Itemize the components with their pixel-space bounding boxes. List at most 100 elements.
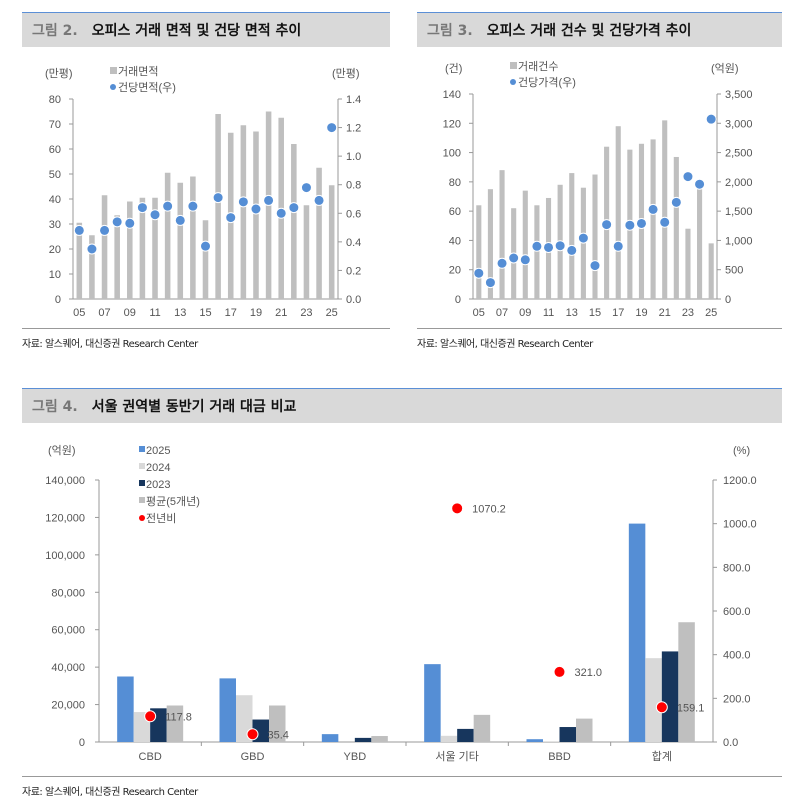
fig3-y2-tick-label: 2,500 xyxy=(725,148,753,160)
fig3-y-tick-label: 80 xyxy=(449,177,461,189)
fig4-right-unit: (%) xyxy=(733,445,750,457)
fig4-bar-2025 xyxy=(321,734,339,742)
fig3-x-tick-label: 09 xyxy=(519,307,531,319)
fig4-x-tick-label: CBD xyxy=(139,751,162,763)
fig4-legend-label: 2023 xyxy=(146,479,170,491)
fig3-source: 자료: 알스퀘어, 대신증권 Research Center xyxy=(417,328,782,350)
fig4-yoy-dot xyxy=(246,728,259,741)
fig4-x-tick-label: BBD xyxy=(548,751,571,763)
fig3-legend-dot: 건당가격(우) xyxy=(518,76,576,89)
fig4-y-tick-label: 140,000 xyxy=(45,475,85,487)
fig2-dot xyxy=(212,192,224,204)
fig2-header: 그림 2. 오피스 거래 면적 및 건당 면적 추이 xyxy=(22,12,390,47)
fig2-dot xyxy=(174,214,186,226)
fig4-source: 자료: 알스퀘어, 대신증권 Research Center xyxy=(22,776,782,798)
fig4-y-tick-label: 60,000 xyxy=(51,625,85,637)
fig2-dot xyxy=(86,243,98,255)
fig3-y-tick-label: 0 xyxy=(455,294,461,306)
fig2-y2-tick-label: 1.2 xyxy=(346,123,361,135)
fig2-dot xyxy=(326,122,338,134)
fig2-dot xyxy=(263,194,275,206)
fig2-x-tick-label: 11 xyxy=(149,307,160,319)
fig2-legend-bar-swatch xyxy=(110,67,117,74)
fig3-dot xyxy=(635,217,647,229)
fig2-bar xyxy=(152,197,158,299)
fig3-y-tick-label: 100 xyxy=(443,148,461,160)
fig4-y2-tick-label: 800.0 xyxy=(723,562,751,574)
fig3-x-tick-label: 11 xyxy=(543,307,554,319)
fig3-legend-bar: 거래건수 xyxy=(518,60,558,73)
fig3-dot xyxy=(601,219,613,231)
fig3-bar xyxy=(697,187,703,299)
fig2-bar xyxy=(164,172,171,299)
fig4-y-tick-label: 0 xyxy=(79,737,85,749)
fig2-legend-bar: 거래면적 xyxy=(118,65,158,78)
fig3-y2-tick-label: 3,000 xyxy=(725,118,753,130)
fig2-bar xyxy=(190,176,196,299)
fig3-x-tick-label: 13 xyxy=(566,307,578,319)
fig3-dot xyxy=(473,267,485,279)
fig3-x-tick-label: 07 xyxy=(496,307,508,319)
fig2-y-tick-label: 20 xyxy=(49,244,61,256)
fig3-x-tick-label: 15 xyxy=(589,307,601,319)
fig3-bar xyxy=(615,126,621,299)
fig2-dot xyxy=(313,194,325,206)
fig2-y-tick-label: 30 xyxy=(49,219,61,231)
fig4-title: 서울 권역별 동반기 거래 대금 비교 xyxy=(91,399,297,415)
fig3-bar xyxy=(685,228,691,299)
fig3-dot xyxy=(566,244,578,256)
fig4-bar-평균(5개년) xyxy=(371,736,388,742)
fig3-dot xyxy=(659,216,671,228)
fig3-dot xyxy=(612,240,624,252)
fig4-bar-2025 xyxy=(526,739,543,742)
fig3-x-tick-label: 21 xyxy=(659,307,671,319)
fig2-y2-tick-label: 1.0 xyxy=(346,151,361,163)
fig3-y2-tick-label: 1,000 xyxy=(725,235,753,247)
fig2-bar xyxy=(328,185,335,299)
fig4-legend-swatch xyxy=(139,463,145,469)
fig4-bar-2025 xyxy=(628,523,646,742)
fig3-dot xyxy=(682,171,694,183)
fig4-y-tick-label: 20,000 xyxy=(51,700,85,712)
fig3-y2-tick-label: 2,000 xyxy=(725,177,753,189)
fig3-dot xyxy=(647,203,659,215)
fig4-legend-swatch xyxy=(139,497,145,503)
fig2-dot xyxy=(111,216,123,228)
fig2-title: 오피스 거래 면적 및 건당 면적 추이 xyxy=(91,23,302,39)
fig4-header: 그림 4. 서울 권역별 동반기 거래 대금 비교 xyxy=(22,388,782,423)
fig3-dot xyxy=(519,254,531,266)
fig3-bar xyxy=(499,170,505,299)
fig2-y2-tick-label: 0.0 xyxy=(346,294,361,306)
fig3-x-tick-label: 23 xyxy=(682,307,694,319)
fig3-dot xyxy=(543,241,555,253)
fig2-dot xyxy=(124,217,136,229)
fig3-legend-dot-swatch xyxy=(510,79,516,85)
fig3-x-tick-label: 17 xyxy=(612,307,624,319)
fig2-y-tick-label: 50 xyxy=(49,169,61,181)
fig2-dot xyxy=(237,196,249,208)
fig4-yoy-dot xyxy=(553,665,566,678)
fig4-bar-2024 xyxy=(645,658,662,742)
fig4-legend-yoy: 전년비 xyxy=(146,512,176,525)
fig3-title: 오피스 거래 건수 및 건당가격 추이 xyxy=(486,23,692,39)
fig4-yoy-label: 117.8 xyxy=(165,711,192,723)
fig4-legend-swatch xyxy=(139,446,145,452)
fig4-legend-yoy-swatch xyxy=(139,515,145,521)
fig3-dot xyxy=(531,240,543,252)
fig4-y2-tick-label: 600.0 xyxy=(723,606,751,618)
fig4-bar-평균(5개년) xyxy=(678,622,695,742)
fig4-legend-label: 2025 xyxy=(146,445,170,457)
fig4-yoy-dot xyxy=(451,502,464,515)
fig4-yoy-label: 35.4 xyxy=(268,729,289,741)
fig2-dot xyxy=(275,207,287,219)
fig4-yoy-dot xyxy=(655,701,668,714)
fig3-y-tick-label: 140 xyxy=(443,89,461,101)
fig2-y2-tick-label: 1.4 xyxy=(346,94,361,106)
fig4-bar-2025 xyxy=(424,664,441,742)
fig2-dot xyxy=(250,203,262,215)
fig3-dot xyxy=(705,113,717,125)
fig3-right-unit: (억원) xyxy=(711,62,739,75)
fig3-bar xyxy=(487,189,493,299)
fig3-dot xyxy=(589,260,601,272)
